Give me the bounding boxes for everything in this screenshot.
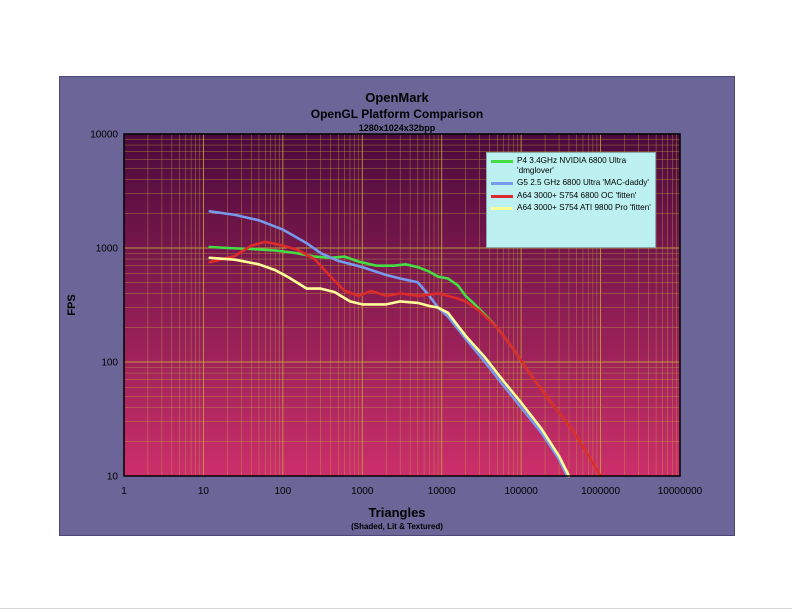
x-tick-label: 1000000	[581, 486, 620, 497]
series-line	[208, 210, 569, 478]
legend-swatch	[491, 182, 513, 185]
x-tick-label: 10000	[428, 486, 456, 497]
legend-label: G5 2.5 GHz 6800 Ultra 'MAC-daddy'	[517, 178, 649, 187]
x-tick-label: 10	[198, 486, 210, 497]
series-lines	[208, 210, 602, 478]
y-axis-title: FPS	[66, 294, 78, 316]
x-tick-labels: 1 10 100 1000 10000 100000 1000000 10000000	[121, 486, 702, 497]
legend-label: A64 3000+ S754 ATI 9800 Pro 'fitten'	[517, 203, 651, 212]
x-tick-label: 1	[121, 486, 127, 497]
legend-entry: G5 2.5 GHz 6800 Ultra 'MAC-daddy'	[491, 178, 651, 188]
y-tick-label: 10000	[90, 130, 118, 141]
y-tick-label: 1000	[96, 244, 119, 255]
x-tick-label: 1000	[351, 486, 374, 497]
series-line	[208, 240, 602, 478]
x-tick-label: 100000	[504, 486, 538, 497]
y-tick-label: 10	[107, 472, 119, 483]
plot-border	[123, 133, 681, 477]
series-line	[208, 256, 571, 478]
x-axis-title: Triangles	[368, 505, 426, 520]
y-tick-label: 100	[101, 358, 118, 369]
legend-label: A64 3000+ S754 6800 OC 'fitten'	[517, 190, 637, 200]
x-axis-subtitle: (Shaded, Lit & Textured)	[351, 522, 443, 531]
legend-entry: A64 3000+ S754 6800 OC 'fitten'	[491, 191, 651, 201]
page-bottom-rule	[0, 608, 792, 609]
plot-area-svg: 1 10 100 1000 10000 100000 1000000 10000000 101…	[90, 130, 702, 498]
legend-swatch	[491, 160, 513, 163]
x-tick-label: 10000000	[658, 486, 703, 497]
chart-resolution-subtitle: 1280x1024x32bpp	[358, 123, 436, 133]
legend-swatch	[491, 194, 513, 198]
chart-subtitle: OpenGL Platform Comparison	[310, 107, 484, 121]
legend-entry: P4 3.4GHz NVIDIA 6800 Ultra 'dmglover'	[491, 156, 651, 175]
legend-label: P4 3.4GHz NVIDIA 6800 Ultra 'dmglover'	[517, 156, 627, 175]
chart-title: OpenMark	[365, 90, 429, 105]
y-tick-labels: 10 100 1000 10000	[90, 130, 118, 483]
legend-swatch	[491, 207, 513, 210]
chart-frame: OpenMark OpenGL Platform Comparison 1280…	[59, 76, 735, 536]
x-tick-label: 100	[275, 486, 292, 497]
legend-entry: A64 3000+ S754 ATI 9800 Pro 'fitten'	[491, 203, 651, 213]
legend: P4 3.4GHz NVIDIA 6800 Ultra 'dmglover' G…	[486, 152, 656, 248]
